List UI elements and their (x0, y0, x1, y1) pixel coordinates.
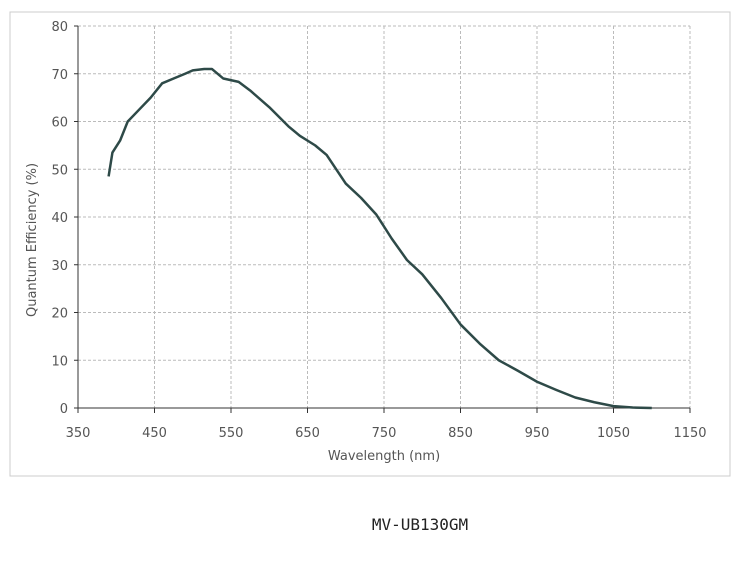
x-tick-label: 350 (66, 426, 91, 441)
caption: MV-UB130GM (372, 515, 468, 534)
x-tick-label: 850 (448, 426, 473, 441)
data-line (107, 67, 652, 410)
y-tick-label: 0 (60, 402, 68, 417)
x-tick-label: 750 (372, 426, 397, 441)
x-tick-label: 1150 (673, 426, 706, 441)
x-tick-label: 1050 (597, 426, 630, 441)
y-axis-title: Quantum Efficiency (%) (25, 163, 40, 317)
y-tick-label: 10 (51, 354, 68, 369)
x-axis-title: Wavelength (nm) (328, 449, 440, 464)
x-tick-label: 650 (295, 426, 320, 441)
y-tick-label: 20 (51, 307, 68, 322)
chart-frame (9, 11, 731, 477)
y-tick-label: 50 (51, 163, 68, 178)
y-tick-label: 80 (51, 20, 68, 35)
y-tick-label: 60 (51, 116, 68, 131)
y-tick-label: 30 (51, 259, 68, 274)
y-tick-label: 70 (51, 68, 68, 83)
x-tick-label: 950 (525, 426, 550, 441)
x-tick-label: 550 (219, 426, 244, 441)
y-tick-label: 40 (51, 211, 68, 226)
x-tick-label: 450 (142, 426, 167, 441)
